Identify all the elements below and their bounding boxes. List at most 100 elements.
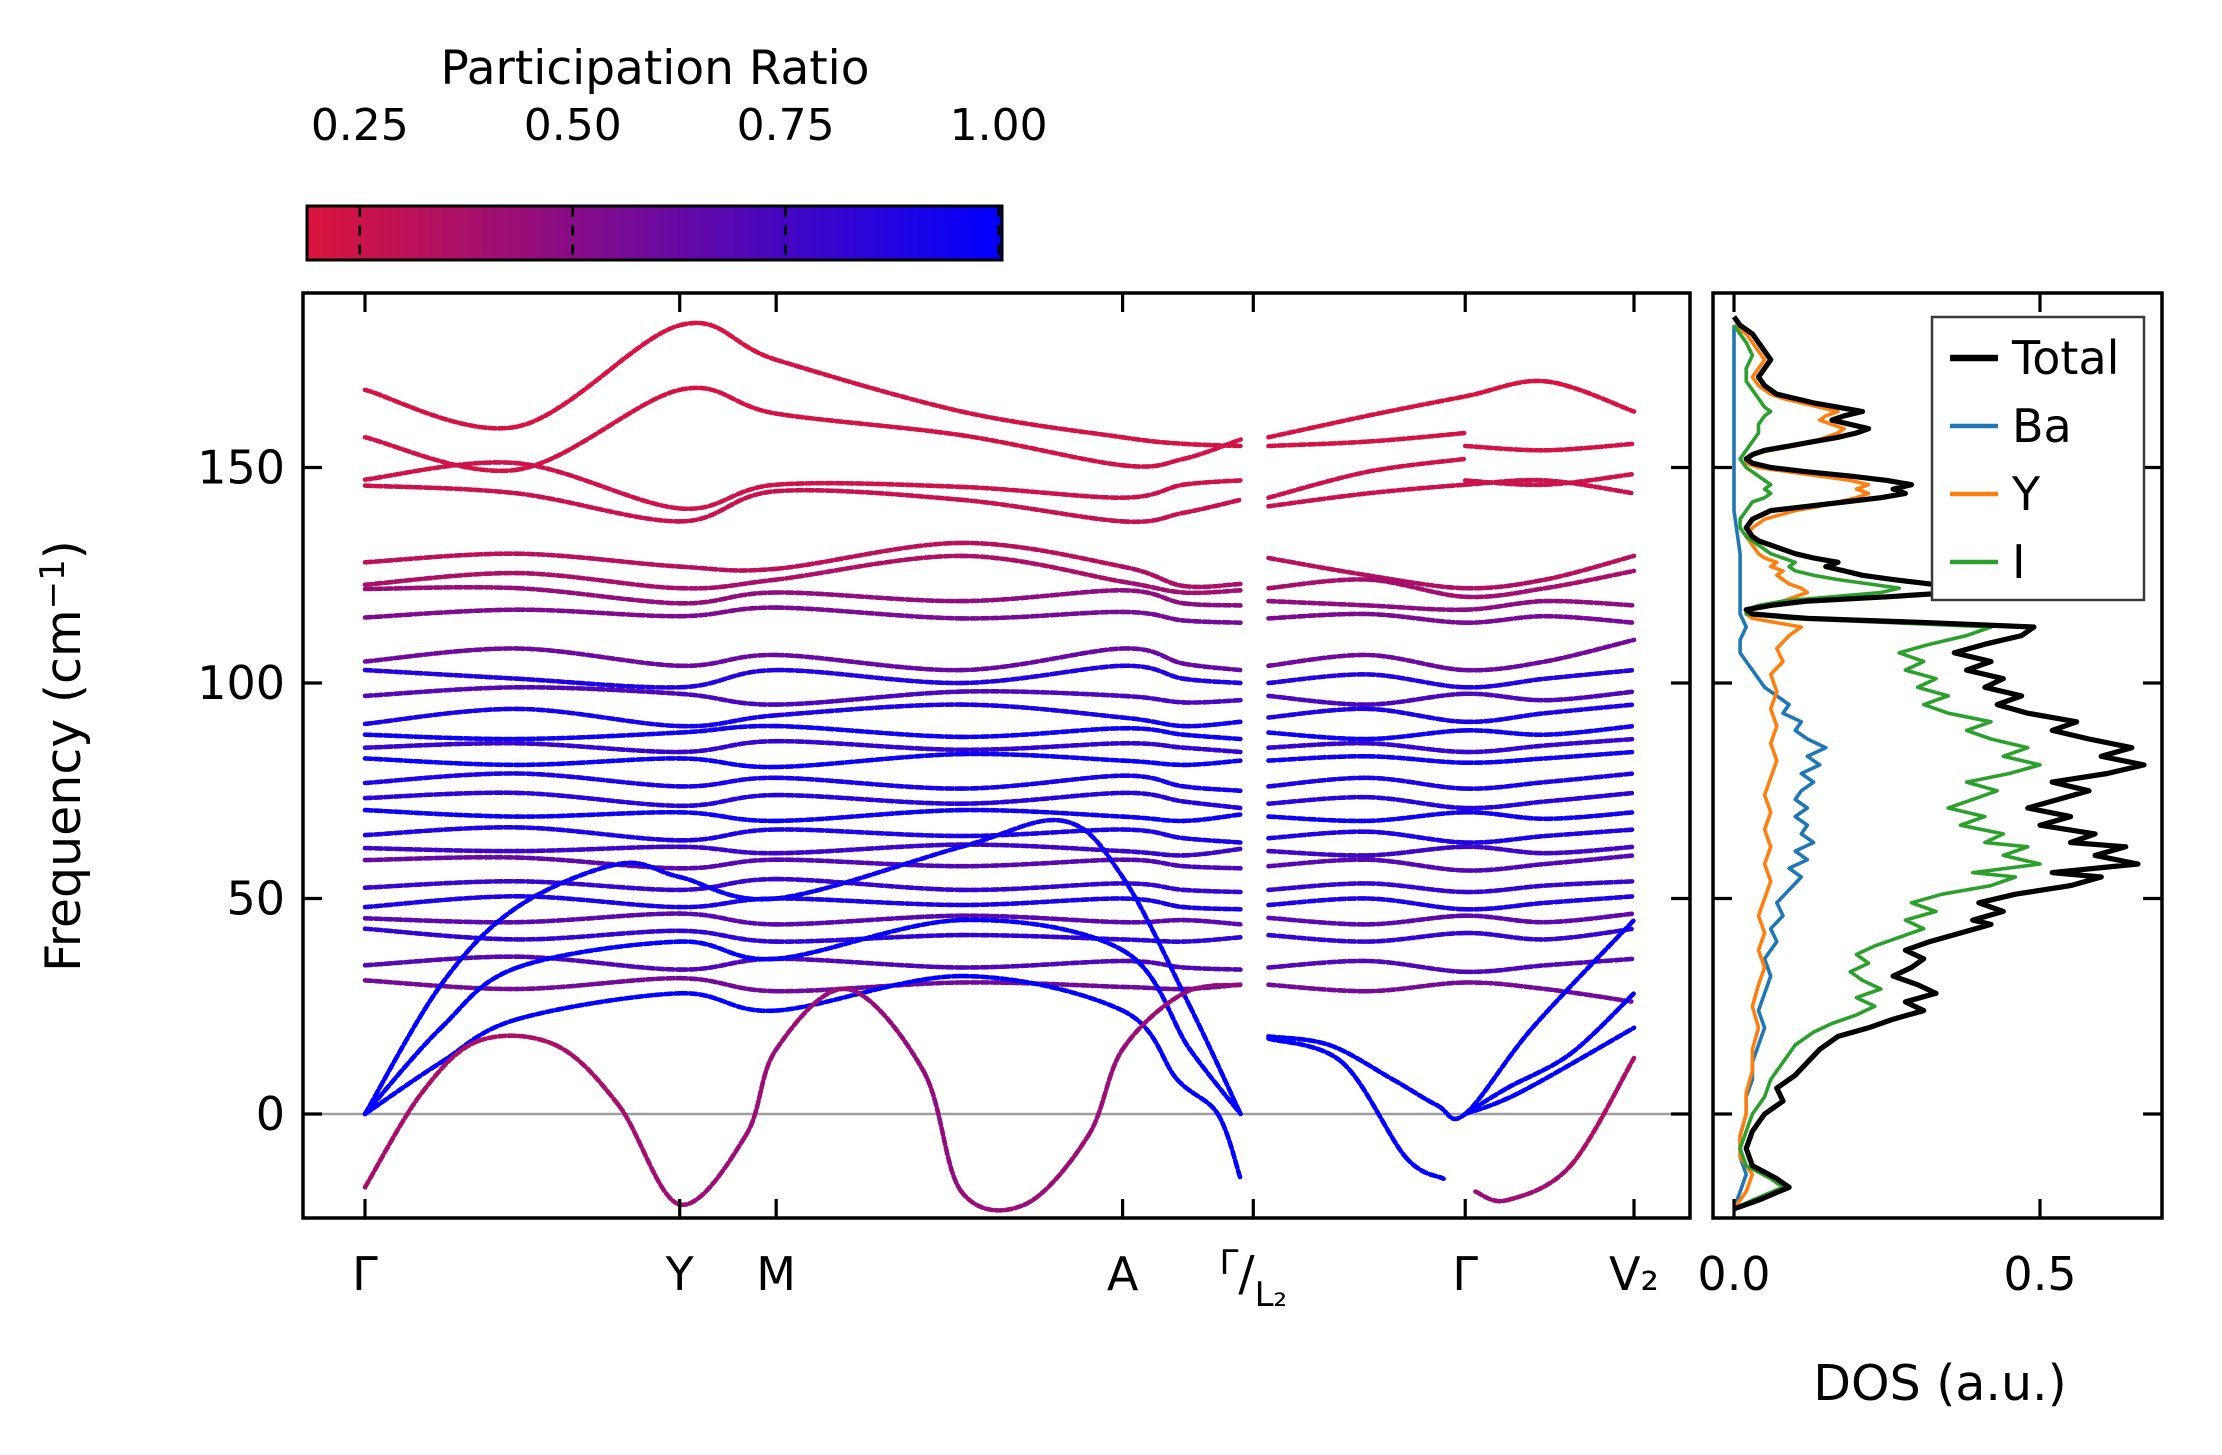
band-segment	[515, 460, 682, 511]
band-segment	[1120, 740, 1186, 750]
band-segment	[1365, 857, 1468, 873]
dos-curve-i	[1732, 324, 2042, 1211]
band-segment	[1542, 667, 1637, 681]
band-segment	[362, 584, 520, 592]
band-segment	[773, 487, 964, 503]
band-segment	[773, 827, 964, 839]
kpath-label-slash: /	[1238, 1246, 1255, 1302]
band-segment	[515, 894, 682, 910]
band-segment	[515, 607, 682, 619]
band-segment	[1462, 861, 1548, 873]
band-segment	[677, 723, 779, 735]
band-segment	[1060, 818, 1125, 880]
legend-entry-label: I	[2012, 535, 2026, 589]
band-segment	[773, 723, 964, 740]
band-segment	[1120, 715, 1186, 729]
band-segment	[773, 807, 964, 824]
band-segment	[515, 975, 682, 992]
band-segment	[515, 844, 682, 854]
ytick-label: 0	[256, 1087, 285, 1141]
band-segment	[1181, 835, 1243, 845]
band-segment	[1266, 611, 1370, 621]
band-segment	[1266, 982, 1370, 994]
band-segment	[1266, 848, 1370, 858]
band-segment	[1120, 456, 1186, 469]
band-segment	[362, 685, 520, 699]
legend-box	[1930, 315, 2146, 602]
band-segment	[1266, 706, 1370, 720]
band-segment	[1120, 510, 1186, 525]
band-segment	[1462, 809, 1548, 822]
band-segment	[1365, 741, 1468, 755]
band-segment	[773, 876, 964, 893]
band-segment	[1542, 827, 1637, 839]
band-segment	[1390, 1077, 1440, 1108]
band-segment	[515, 585, 682, 606]
frequency-axis-label: Frequency (cm−1)	[33, 540, 92, 972]
band-segment	[1120, 848, 1186, 858]
band-segment	[362, 982, 444, 1117]
band-segment	[1022, 1133, 1091, 1207]
band-segment	[921, 1068, 964, 1194]
band-segment	[677, 857, 779, 871]
band-segment	[1365, 844, 1468, 858]
band-segment	[959, 842, 1125, 854]
band-segment	[362, 1060, 444, 1117]
band-segment	[1365, 958, 1468, 975]
band-segment	[1365, 728, 1468, 742]
band-segment	[1181, 661, 1243, 673]
band-segment	[1542, 736, 1637, 748]
band-segment	[1120, 646, 1186, 666]
band-segment	[1181, 601, 1243, 608]
band-segment	[1181, 846, 1243, 858]
band-segment	[515, 879, 682, 893]
band-segment	[1120, 663, 1186, 681]
band-segment	[677, 713, 779, 729]
band-segment	[677, 320, 779, 363]
band-segment	[1181, 497, 1243, 516]
band-segment	[515, 756, 682, 768]
band-segment	[773, 973, 964, 1013]
band-segment	[1120, 609, 1186, 623]
band-segment	[1365, 456, 1468, 475]
band-segment	[1187, 1047, 1243, 1117]
band-segment	[1120, 827, 1186, 841]
band-segment	[1215, 1111, 1243, 1181]
band-segment	[773, 980, 964, 994]
band-segment	[1365, 810, 1468, 824]
band-segment	[677, 577, 779, 591]
band-segment	[773, 702, 964, 718]
band-segment	[677, 738, 779, 755]
band-segment	[362, 667, 520, 681]
band-segment	[1266, 730, 1370, 742]
band-segment	[515, 855, 682, 871]
band-segment	[1462, 963, 1548, 975]
band-segment	[1120, 725, 1186, 737]
band-segment	[1266, 469, 1370, 500]
band-segment	[1120, 881, 1186, 893]
colorbar-tick-label: 0.75	[737, 100, 835, 151]
band-segment	[773, 667, 964, 686]
band-segment	[362, 894, 520, 910]
band-segment	[1120, 991, 1186, 1052]
band-segment	[773, 652, 964, 673]
band-segment	[515, 741, 682, 755]
band-segment	[362, 435, 520, 474]
band-segment	[1339, 1060, 1408, 1160]
band-segment	[1266, 491, 1370, 509]
band-panel-ticks	[303, 293, 1690, 1218]
band-segment	[1542, 379, 1637, 414]
band-segment	[959, 1189, 1028, 1213]
band-segment	[1542, 441, 1637, 453]
ytick-label: 100	[197, 656, 285, 710]
dos-tick-label: 0.5	[2003, 1247, 2076, 1301]
band-segment	[1542, 749, 1637, 761]
band-segment	[1120, 588, 1186, 606]
band-segment	[362, 387, 520, 431]
band-segment	[515, 646, 682, 669]
band-segment	[1266, 740, 1370, 750]
band-segment	[362, 646, 520, 664]
band-segment	[515, 861, 622, 910]
band-segment	[476, 1033, 558, 1048]
